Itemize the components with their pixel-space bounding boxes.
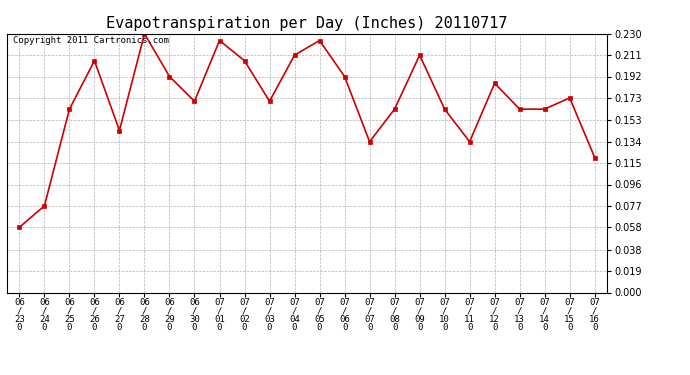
Text: Copyright 2011 Cartronics.com: Copyright 2011 Cartronics.com — [13, 36, 169, 45]
Title: Evapotranspiration per Day (Inches) 20110717: Evapotranspiration per Day (Inches) 2011… — [106, 16, 508, 31]
